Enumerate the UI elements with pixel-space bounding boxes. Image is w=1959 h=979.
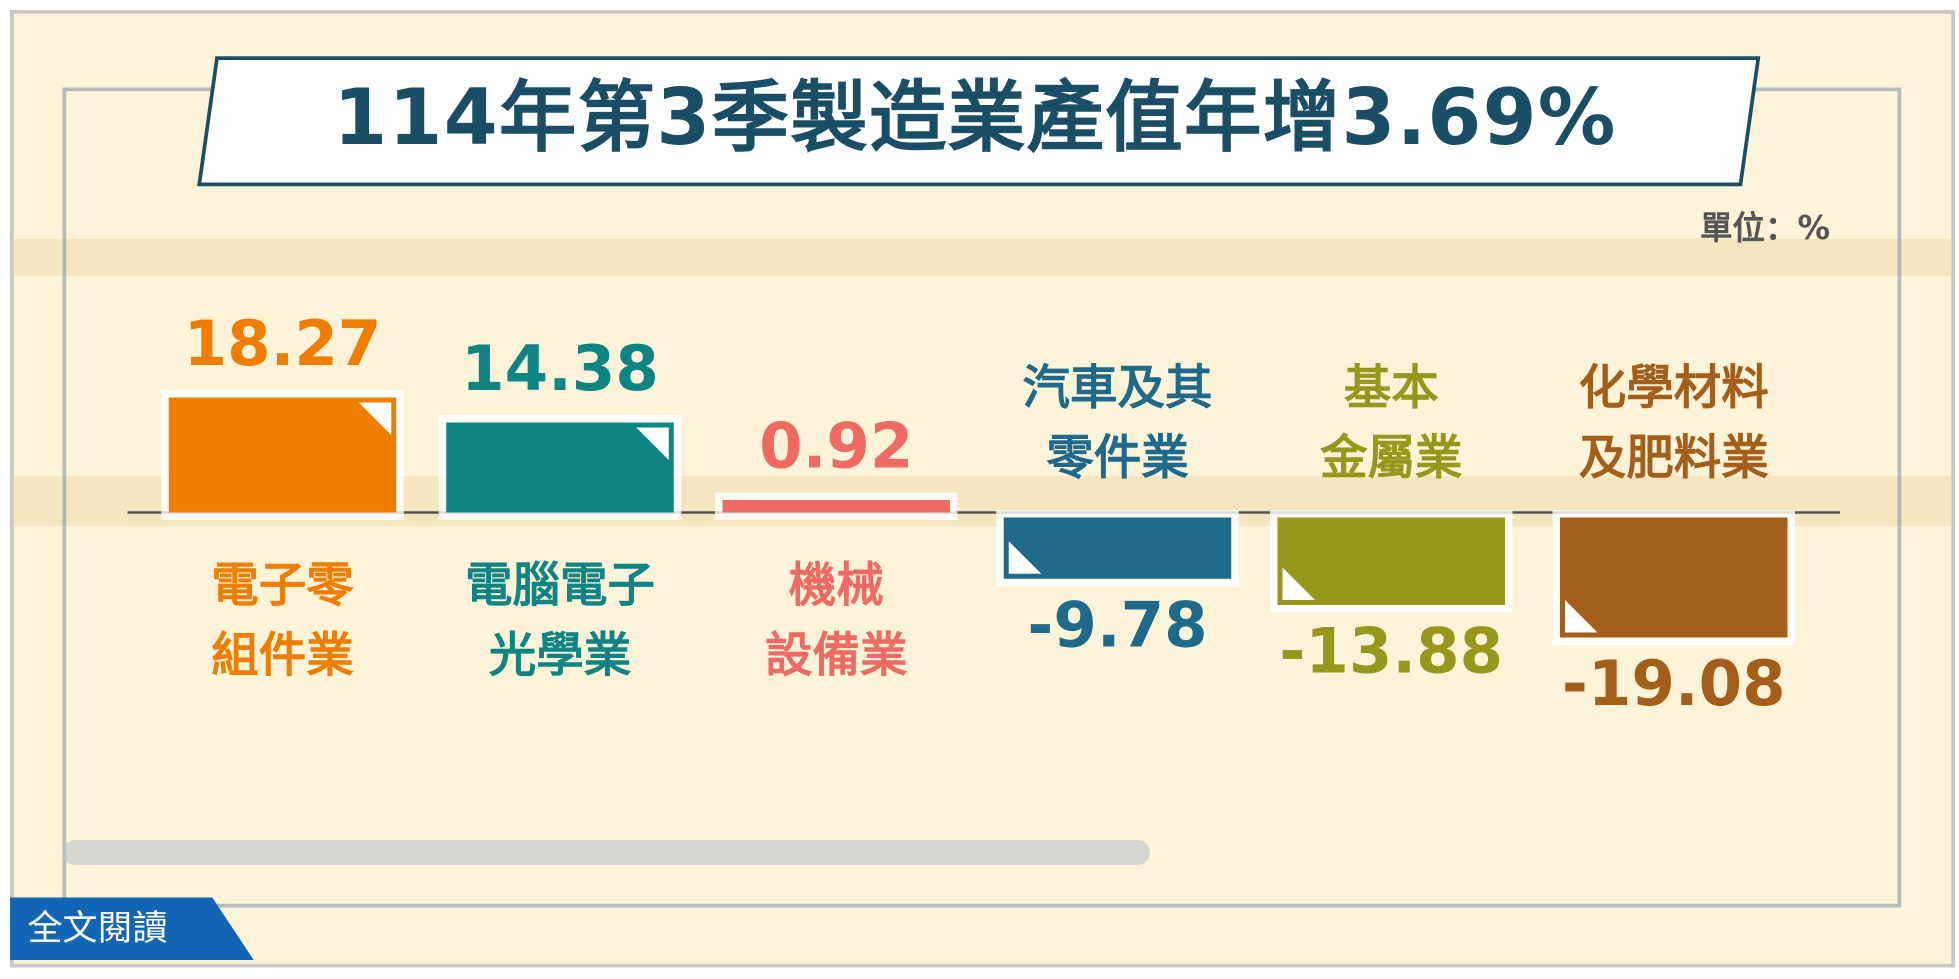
category-label: 電腦電子 光學業 (464, 557, 655, 683)
corner-triangle (636, 426, 669, 460)
corner-triangle (1282, 567, 1315, 600)
data-label: -19.08 (1561, 647, 1786, 721)
bar (168, 397, 397, 513)
data-label: 0.92 (759, 410, 914, 483)
bar (722, 500, 950, 513)
data-label: -13.88 (1279, 614, 1504, 688)
data-label: 18.27 (183, 307, 382, 380)
unit-label: 單位：% (1700, 210, 1831, 248)
bar (446, 421, 674, 513)
category-label: 機械 設備業 (764, 557, 908, 683)
conveyor-illustration (62, 840, 1150, 865)
data-label: 14.38 (461, 331, 659, 405)
bar (1560, 517, 1788, 638)
background-pipe (13, 238, 1952, 277)
category-label: 化學材料 及肥料業 (1578, 360, 1769, 485)
corner-triangle (358, 402, 392, 435)
chart-title: 114年第3季製造業產值年增3.69% (333, 71, 1617, 163)
bar (1277, 517, 1505, 605)
read-full-text-button[interactable]: 全文閱讀 (10, 897, 254, 960)
data-label: -9.78 (1027, 589, 1208, 662)
category-label: 電子零 組件業 (211, 557, 354, 683)
bar (1003, 517, 1232, 580)
corner-triangle (1008, 541, 1042, 575)
category-label: 汽車及其 零件業 (1022, 360, 1213, 485)
category-label: 基本 金屬業 (1319, 360, 1463, 485)
zero-axis (127, 511, 1840, 514)
corner-triangle (1565, 600, 1598, 633)
